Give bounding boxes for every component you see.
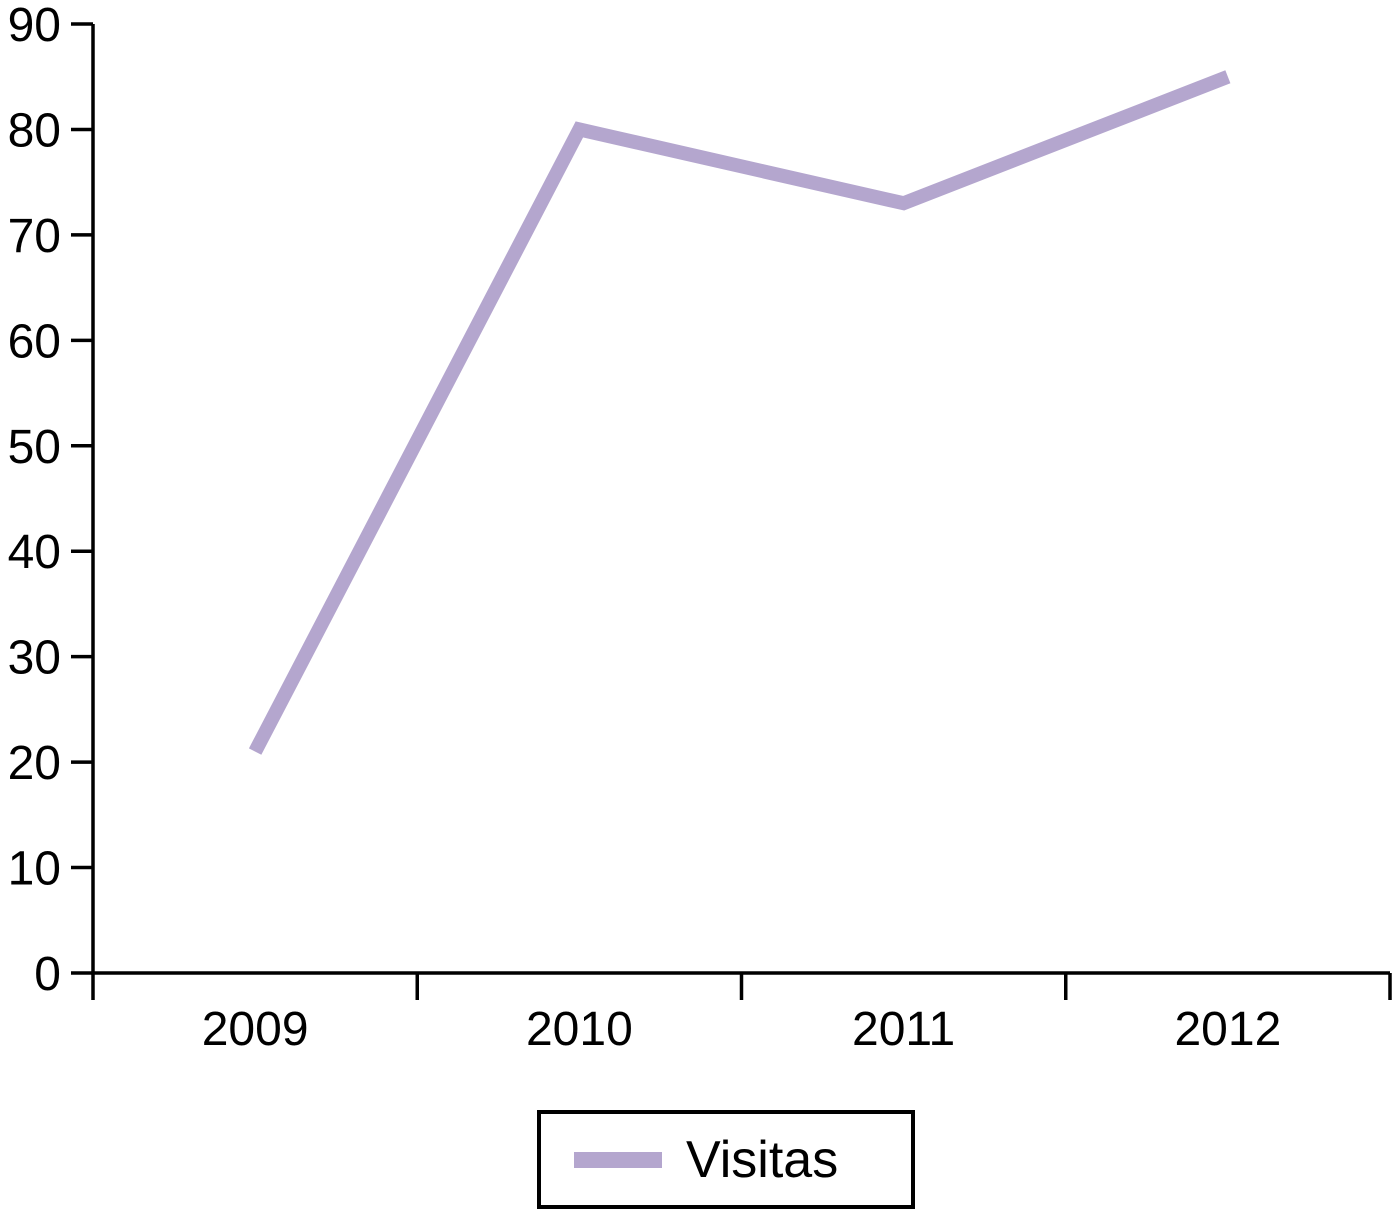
x-category-label: 2012 xyxy=(1174,1003,1281,1056)
y-tick-label: 10 xyxy=(8,843,61,896)
y-tick-label: 40 xyxy=(8,526,61,579)
y-tick-label: 0 xyxy=(34,948,61,1001)
y-tick-label: 50 xyxy=(8,421,61,474)
y-tick-label: 80 xyxy=(8,104,61,157)
y-tick-label: 60 xyxy=(8,315,61,368)
series-line-visitas xyxy=(248,70,1231,755)
legend: Visitas xyxy=(537,1110,915,1209)
x-category-label: 2011 xyxy=(852,1003,955,1056)
y-tick-label: 90 xyxy=(8,0,61,52)
y-tick-label: 20 xyxy=(8,737,61,790)
legend-line-swatch xyxy=(574,1151,662,1168)
y-tick-label: 70 xyxy=(8,210,61,263)
x-category-label: 2009 xyxy=(202,1003,309,1056)
x-category-label: 2010 xyxy=(526,1003,633,1056)
y-tick-label: 30 xyxy=(8,632,61,685)
legend-label: Visitas xyxy=(686,1130,839,1189)
